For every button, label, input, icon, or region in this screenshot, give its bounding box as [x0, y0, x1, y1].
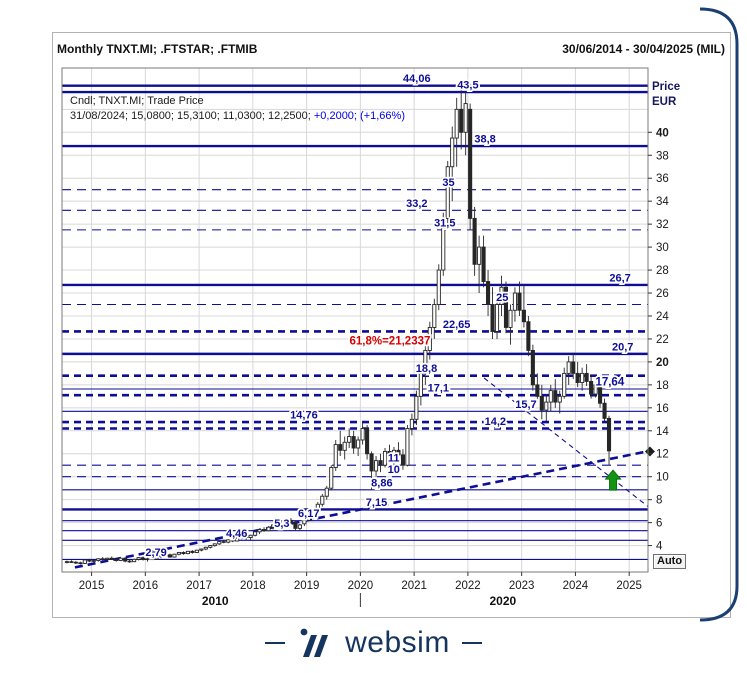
- markers: [604, 469, 622, 491]
- gridlines: [62, 68, 648, 572]
- brand-rule-right: [461, 641, 482, 645]
- svg-text:43,5: 43,5: [457, 80, 478, 92]
- date-range: 30/06/2014 - 30/04/2025 (MIL): [562, 42, 725, 56]
- svg-text:24: 24: [656, 311, 669, 323]
- level-lines: [62, 84, 648, 561]
- websim-logo-icon: [300, 628, 329, 657]
- svg-text:18: 18: [656, 380, 669, 392]
- svg-text:2017: 2017: [186, 580, 212, 592]
- svg-text:10: 10: [388, 464, 400, 476]
- svg-text:33,2: 33,2: [406, 198, 427, 210]
- svg-text:40: 40: [656, 127, 669, 139]
- chart-legend: Cndl; TNXT.MI; Trade Price 31/08/2024; 1…: [70, 94, 405, 124]
- svg-text:2021: 2021: [401, 580, 427, 592]
- x-axis: 2015 2016 2017 2018 2019 2020 2021 2022 2023 2024…: [79, 572, 642, 608]
- svg-text:30: 30: [656, 242, 669, 254]
- legend-instrument: Cndl; TNXT.MI; Trade Price: [70, 95, 204, 107]
- svg-text:12: 12: [656, 449, 669, 461]
- svg-text:14: 14: [656, 426, 669, 438]
- y-axis-title-line1: Price: [652, 81, 681, 93]
- svg-text:31,5: 31,5: [434, 217, 455, 229]
- svg-text:2025: 2025: [616, 580, 642, 592]
- svg-text:14,76: 14,76: [290, 410, 318, 422]
- y-axis-title-line2: EUR: [652, 96, 677, 108]
- titlebar: Monthly TNXT.MI; .FTSTAR; .FTMIB 30/06/2…: [57, 42, 729, 56]
- svg-text:34: 34: [656, 196, 669, 208]
- svg-text:8,86: 8,86: [371, 477, 392, 489]
- y-axis-title: Price EUR: [652, 80, 680, 110]
- svg-text:6,17: 6,17: [298, 508, 319, 520]
- svg-text:8: 8: [656, 495, 662, 507]
- plot-frame: [61, 67, 649, 573]
- legend-ohlc: 31/08/2024; 15,0800; 15,3100; 11,0300; 1…: [70, 110, 314, 122]
- svg-text:11: 11: [388, 453, 400, 465]
- svg-text:38,8: 38,8: [474, 134, 495, 146]
- svg-text:2023: 2023: [509, 580, 535, 592]
- branding-footer: websim: [0, 626, 747, 660]
- svg-text:2010: 2010: [202, 594, 229, 608]
- svg-text:5,3: 5,3: [274, 518, 289, 530]
- svg-text:2018: 2018: [240, 580, 266, 592]
- svg-text:17,64: 17,64: [595, 376, 624, 388]
- svg-text:61,8%=21,2337: 61,8%=21,2337: [349, 336, 430, 348]
- legend-change: +0,2000; (+1,66%): [313, 110, 405, 122]
- svg-text:10: 10: [656, 472, 669, 484]
- brand-rule-left: [265, 641, 286, 645]
- y-axis: 40 38 36 34 32 30 28 26 24 22 20 18 16 14 12 10 8 6 4: [648, 127, 669, 553]
- svg-text:36: 36: [656, 173, 669, 185]
- svg-text:18,8: 18,8: [416, 363, 437, 375]
- svg-text:44,06: 44,06: [403, 73, 431, 85]
- svg-text:26,7: 26,7: [609, 272, 630, 284]
- svg-text:2020: 2020: [348, 580, 374, 592]
- level-labels: 44,06 43,5 38,8 35 33,2 31,5 26,7 25 22,65 20,7 18…: [144, 71, 636, 560]
- svg-text:26: 26: [656, 288, 669, 300]
- svg-text:16: 16: [656, 403, 669, 415]
- svg-text:6: 6: [656, 518, 662, 530]
- svg-text:2,79: 2,79: [145, 547, 166, 559]
- svg-text:4,46: 4,46: [226, 528, 247, 540]
- svg-text:2022: 2022: [455, 580, 481, 592]
- svg-text:14,2: 14,2: [485, 416, 506, 428]
- auto-scale-button[interactable]: Auto: [653, 554, 687, 569]
- svg-text:17,1: 17,1: [428, 383, 449, 395]
- svg-text:22,65: 22,65: [443, 319, 471, 331]
- svg-text:15,7: 15,7: [515, 399, 536, 411]
- svg-text:32: 32: [656, 219, 669, 231]
- svg-text:2024: 2024: [563, 580, 589, 592]
- svg-text:38: 38: [656, 150, 669, 162]
- svg-text:7,15: 7,15: [366, 497, 387, 509]
- legend-ohlc-row: 31/08/2024; 15,0800; 15,3100; 11,0300; 1…: [70, 109, 405, 124]
- svg-text:2020: 2020: [489, 594, 516, 608]
- svg-text:25: 25: [496, 292, 508, 304]
- svg-text:4: 4: [656, 541, 663, 553]
- trendlines: [74, 377, 655, 569]
- chart-title: Monthly TNXT.MI; .FTSTAR; .FTMIB: [57, 42, 258, 56]
- svg-text:35: 35: [442, 177, 454, 189]
- candlesticks: [64, 85, 612, 565]
- svg-text:2015: 2015: [79, 580, 105, 592]
- websim-logo-text: websim: [345, 626, 450, 659]
- svg-text:20,7: 20,7: [612, 341, 633, 353]
- svg-text:28: 28: [656, 265, 669, 277]
- svg-text:2016: 2016: [133, 580, 159, 592]
- svg-text:20: 20: [656, 357, 669, 369]
- svg-text:2019: 2019: [294, 580, 320, 592]
- svg-text:22: 22: [656, 334, 669, 346]
